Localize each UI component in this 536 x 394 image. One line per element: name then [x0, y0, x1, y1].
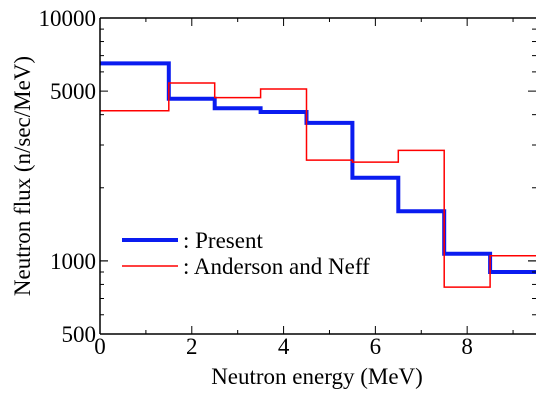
y-tick-label: 500	[62, 322, 97, 347]
y-tick-label: 1000	[50, 249, 96, 274]
y-tick-label: 5000	[50, 79, 96, 104]
x-tick-label: 8	[461, 334, 473, 359]
x-tick-label: 2	[186, 334, 198, 359]
legend-label-1: : Anderson and Neff	[183, 254, 370, 279]
y-axis-title: Neutron flux (n/sec/MeV)	[10, 56, 35, 296]
x-tick-label: 4	[278, 334, 290, 359]
legend: : Present: Anderson and Neff	[122, 228, 370, 279]
y-tick-label: 10000	[39, 6, 97, 31]
x-tick-label: 6	[370, 334, 382, 359]
x-axis-title: Neutron energy (MeV)	[211, 364, 423, 389]
legend-label-0: : Present	[183, 228, 263, 253]
